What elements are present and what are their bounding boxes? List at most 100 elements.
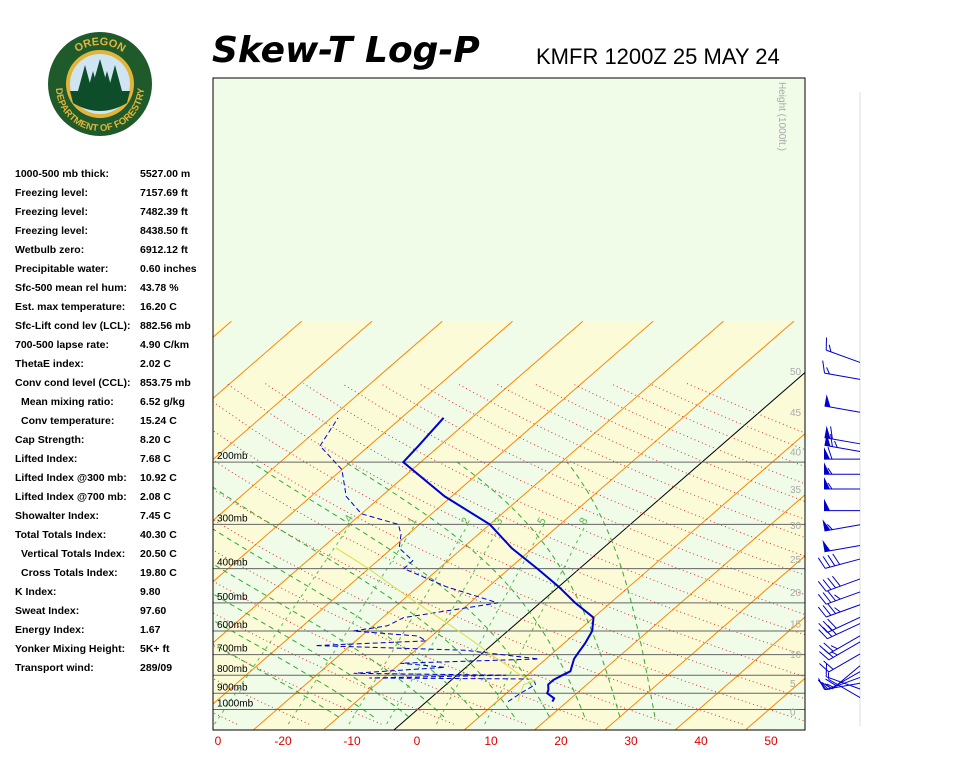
wind-barb-shaft bbox=[823, 482, 861, 490]
isobar-label: 300mb bbox=[217, 513, 248, 524]
mixing-ratio-line bbox=[386, 524, 502, 725]
index-label: Sfc-Lift cond lev (LCL): bbox=[15, 320, 131, 332]
index-value: 8.20 C bbox=[140, 434, 171, 446]
wind-barb-flag bbox=[824, 425, 831, 439]
index-row: Energy Index: 1.67 bbox=[15, 624, 215, 643]
mixing-ratio-label: 1 bbox=[406, 516, 419, 527]
x-tick-label: 50 bbox=[764, 734, 778, 748]
index-row: Sfc-500 mean rel hum: 43.78 % bbox=[15, 282, 215, 301]
x-tick-label: 10 bbox=[484, 734, 498, 748]
wind-barb bbox=[822, 360, 861, 380]
dewpoint-trace bbox=[315, 417, 539, 703]
index-value: 1.67 bbox=[140, 624, 161, 636]
moist-adiabat bbox=[213, 528, 480, 718]
isotherm bbox=[674, 616, 805, 730]
moist-adiabat bbox=[213, 593, 410, 718]
wind-barb bbox=[817, 590, 861, 605]
wind-barb bbox=[818, 623, 861, 640]
mixing-ratio-label: 8 bbox=[577, 516, 590, 527]
wind-barb bbox=[822, 519, 861, 532]
height-tick-label: 50 bbox=[790, 367, 802, 378]
index-value: 2.08 C bbox=[140, 491, 171, 503]
index-label: Showalter Index: bbox=[15, 510, 100, 522]
isotherm bbox=[252, 320, 724, 730]
wind-barb-shaft bbox=[817, 553, 861, 569]
wind-barb-shaft bbox=[818, 616, 861, 633]
index-label: Mean mixing ratio: bbox=[21, 396, 114, 408]
isobar-label: 800mb bbox=[217, 664, 248, 675]
wind-barb-flag bbox=[824, 447, 830, 460]
index-label: Yonker Mixing Height: bbox=[15, 643, 126, 655]
x-tick-label: 20 bbox=[554, 734, 568, 748]
height-tick-label: 15 bbox=[790, 620, 802, 631]
index-row: Sweat Index: 97.60 bbox=[15, 605, 215, 624]
x-tick-label: 0 bbox=[215, 734, 222, 748]
index-label: Conv cond level (CCL): bbox=[15, 377, 131, 389]
wind-barb-shaft bbox=[818, 678, 861, 690]
wind-barb-shaft bbox=[827, 672, 861, 698]
x-tick-label: 0 bbox=[414, 734, 421, 748]
wind-barb-flag bbox=[824, 394, 831, 407]
wind-barb-flag bbox=[824, 477, 830, 489]
isobar-label: 400mb bbox=[217, 558, 248, 569]
moist-adiabat bbox=[213, 486, 515, 718]
mixing-ratio-label: 3 bbox=[492, 516, 505, 527]
index-label: Freezing level: bbox=[15, 187, 88, 199]
dry-adiabat bbox=[213, 459, 805, 722]
index-value: 9.80 bbox=[140, 586, 161, 598]
index-value: 5K+ ft bbox=[140, 643, 170, 655]
index-row: Lifted Index @700 mb: 2.08 C bbox=[15, 491, 215, 510]
x-tick-label: 30 bbox=[624, 734, 638, 748]
x-tick-label: -20 bbox=[274, 734, 292, 748]
isotherm bbox=[213, 320, 443, 522]
stability-indices-panel: 1000-500 mb thick: 5527.00 m Freezing leve… bbox=[15, 168, 215, 681]
wind-barb-shaft bbox=[823, 446, 861, 460]
wind-barb-shaft bbox=[824, 426, 861, 445]
index-row: Conv cond level (CCL): 853.75 mb bbox=[15, 377, 215, 396]
logo-text-top: OREGON bbox=[73, 36, 128, 55]
index-row: Cap Strength: 8.20 C bbox=[15, 434, 215, 453]
index-row: Conv temperature: 15.24 C bbox=[15, 415, 215, 434]
mixing-ratio-label: 2 bbox=[459, 516, 472, 527]
index-row: Wetbulb zero: 6912.12 ft bbox=[15, 244, 215, 263]
wind-barb-shaft bbox=[823, 467, 861, 475]
dry-adiabat bbox=[379, 383, 805, 576]
index-value: 7157.69 ft bbox=[140, 187, 188, 199]
index-row: Transport wind: 289/09 bbox=[15, 662, 215, 681]
isobar-label: 700mb bbox=[217, 644, 248, 655]
index-value: 16.20 C bbox=[140, 301, 177, 313]
temperature-trace bbox=[401, 417, 595, 703]
height-tick-label: 10 bbox=[790, 650, 802, 661]
isotherm bbox=[463, 433, 805, 730]
index-row: Cross Totals Index: 19.80 C bbox=[15, 567, 215, 586]
index-label: Est. max temperature: bbox=[15, 301, 126, 313]
wind-barb-shaft bbox=[822, 360, 861, 380]
index-label: Total Totals Index: bbox=[15, 529, 107, 541]
height-tick-label: 40 bbox=[790, 448, 802, 459]
wind-barb-shaft bbox=[817, 590, 861, 605]
index-value: 40.30 C bbox=[140, 529, 177, 541]
index-row: Precipitable water: 0.60 inches bbox=[15, 263, 215, 282]
mixing-ratio-line bbox=[287, 524, 416, 725]
isotherm bbox=[213, 320, 584, 644]
index-value: 882.56 mb bbox=[140, 320, 191, 332]
wind-barb bbox=[822, 539, 861, 553]
wind-barb-flag bbox=[822, 519, 831, 531]
wind-barb-flag bbox=[822, 539, 831, 552]
height-tick-label: 0 bbox=[790, 708, 796, 719]
index-label: Energy Index: bbox=[15, 624, 85, 636]
index-value: 5527.00 m bbox=[140, 168, 191, 180]
wind-barb bbox=[818, 678, 861, 690]
logo-trees bbox=[78, 59, 122, 93]
wind-barb-shaft bbox=[825, 337, 861, 363]
wind-barb-shaft bbox=[819, 653, 861, 673]
logo-ground bbox=[70, 91, 130, 111]
chart-title: Skew-T Log-P bbox=[212, 30, 480, 71]
dry-adiabat bbox=[303, 383, 805, 615]
moist-adiabat bbox=[456, 461, 621, 718]
index-label: Precipitable water: bbox=[15, 263, 109, 275]
index-row: Freezing level: 8438.50 ft bbox=[15, 225, 215, 244]
isobar-label: 600mb bbox=[217, 620, 248, 631]
height-tick-label: 30 bbox=[790, 521, 802, 532]
